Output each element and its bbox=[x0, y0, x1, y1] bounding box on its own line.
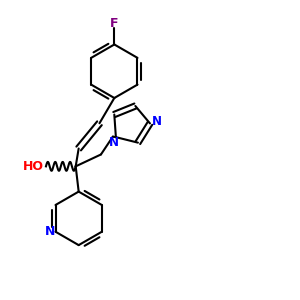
Text: N: N bbox=[152, 116, 161, 128]
Text: HO: HO bbox=[23, 160, 44, 173]
Text: N: N bbox=[109, 136, 118, 149]
Text: F: F bbox=[110, 16, 118, 30]
Text: N: N bbox=[45, 225, 55, 238]
